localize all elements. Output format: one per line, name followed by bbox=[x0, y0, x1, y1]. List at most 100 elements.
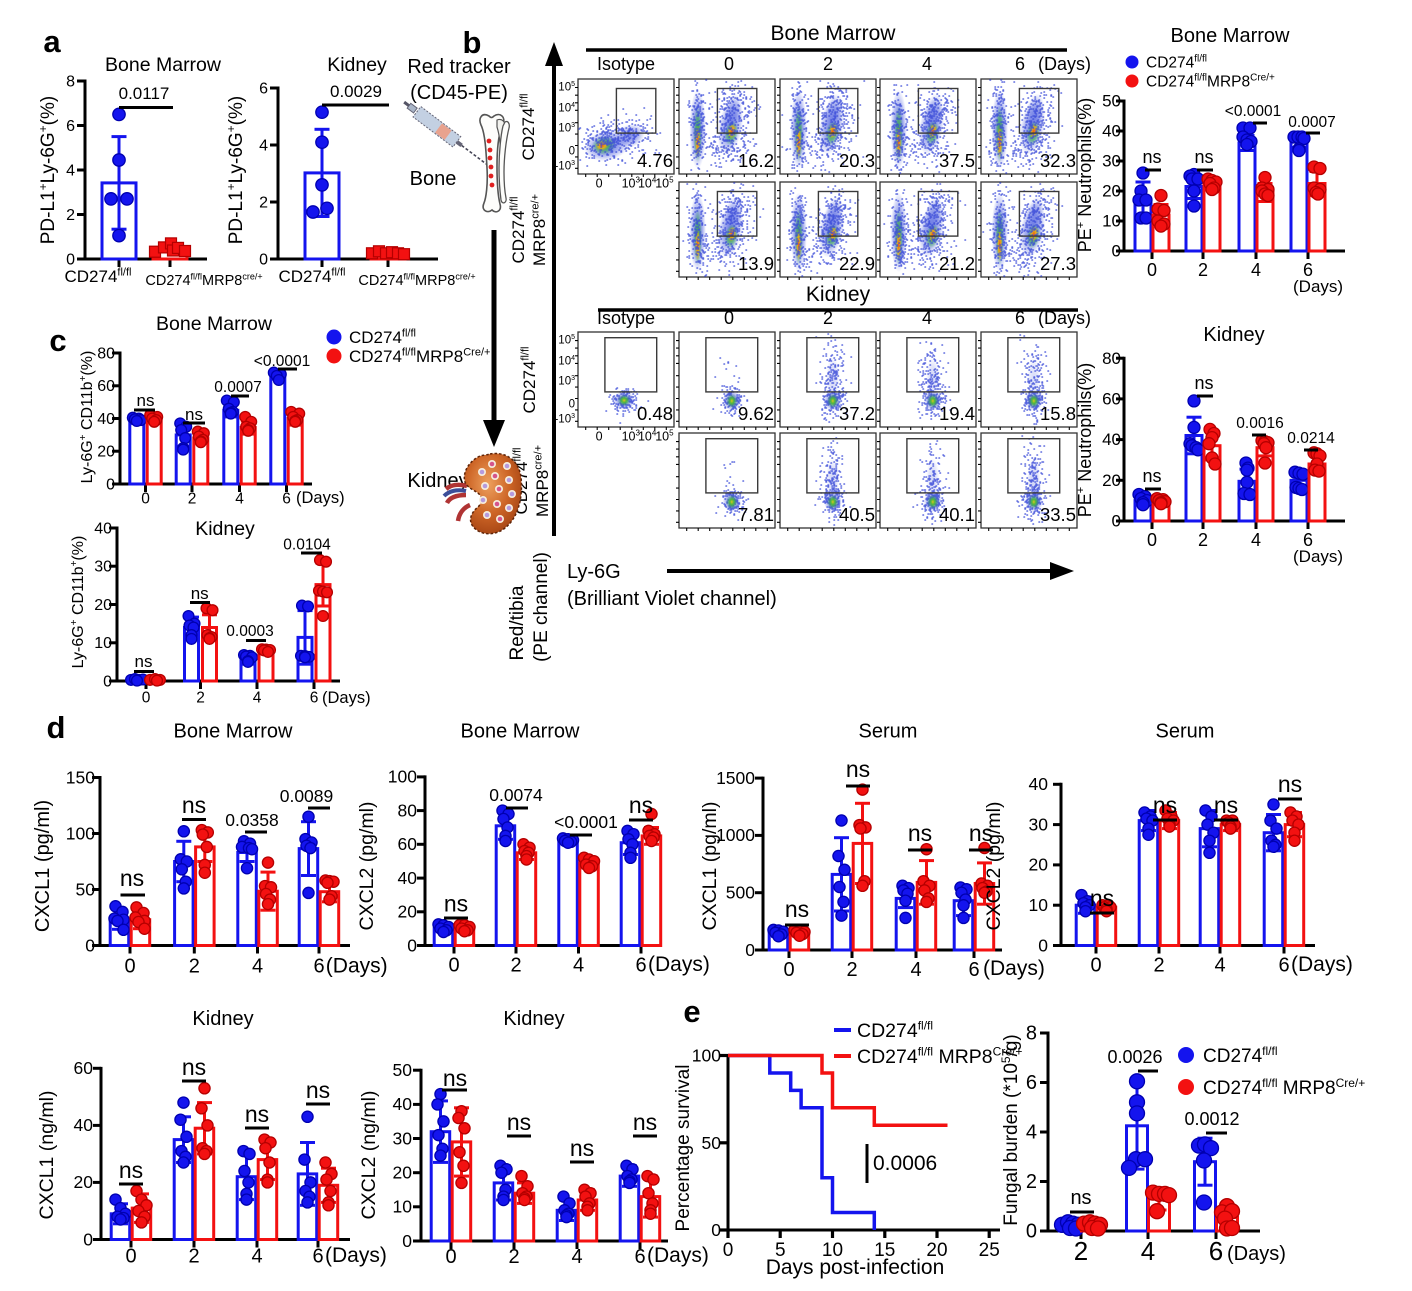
svg-text:ns: ns bbox=[443, 1065, 467, 1091]
svg-text:CXCL2 (ng/ml): CXCL2 (ng/ml) bbox=[358, 1091, 380, 1220]
svg-text:2: 2 bbox=[846, 959, 857, 981]
svg-text:1000: 1000 bbox=[716, 825, 755, 845]
svg-text:4: 4 bbox=[235, 491, 244, 508]
svg-text:9.62: 9.62 bbox=[738, 403, 774, 424]
svg-text:PD-L1+​Ly-6G+​(%): PD-L1+​Ly-6G+​(%) bbox=[36, 96, 59, 245]
svg-text:20: 20 bbox=[393, 1162, 413, 1182]
svg-text:20: 20 bbox=[1102, 182, 1121, 201]
svg-text:(Days): (Days) bbox=[322, 689, 371, 707]
svg-text:0: 0 bbox=[783, 959, 794, 981]
svg-text:100: 100 bbox=[388, 767, 417, 787]
svg-text:ns: ns bbox=[135, 652, 153, 671]
svg-text:Kidney: Kidney bbox=[503, 1008, 564, 1030]
svg-text:0: 0 bbox=[724, 308, 734, 328]
svg-text:50: 50 bbox=[702, 1133, 722, 1153]
svg-text:0: 0 bbox=[1112, 512, 1121, 531]
svg-text:6: 6 bbox=[635, 955, 646, 977]
svg-text:(Days): (Days) bbox=[296, 489, 345, 507]
svg-text:15.8: 15.8 bbox=[1040, 403, 1076, 424]
svg-text:ns: ns bbox=[1090, 885, 1114, 911]
svg-text:ns: ns bbox=[182, 792, 206, 818]
svg-text:20.3: 20.3 bbox=[839, 150, 875, 171]
svg-text:20: 20 bbox=[97, 444, 115, 461]
svg-text:50: 50 bbox=[1102, 92, 1121, 111]
svg-text:20: 20 bbox=[94, 597, 112, 614]
svg-text:ns: ns bbox=[633, 1109, 657, 1135]
svg-text:80: 80 bbox=[398, 800, 418, 820]
svg-text:0: 0 bbox=[569, 398, 575, 410]
svg-text:PE+​ Neutrophils(%): PE+​ Neutrophils(%) bbox=[1075, 363, 1095, 518]
svg-text:e: e bbox=[683, 994, 700, 1029]
svg-text:ns: ns bbox=[1142, 466, 1161, 486]
svg-text:60: 60 bbox=[97, 378, 115, 395]
svg-text:Fungal burden (*105​/g): Fungal burden (*105​/g) bbox=[999, 1034, 1022, 1226]
svg-text:Kidney: Kidney bbox=[327, 54, 387, 76]
svg-text:Bone Marrow: Bone Marrow bbox=[105, 54, 222, 76]
svg-text:0: 0 bbox=[596, 177, 603, 191]
svg-text:4: 4 bbox=[1251, 260, 1261, 280]
svg-text:33.5: 33.5 bbox=[1040, 504, 1076, 525]
svg-text:6: 6 bbox=[282, 491, 291, 508]
svg-text:(Days): (Days) bbox=[1227, 1243, 1286, 1265]
svg-text:ns: ns bbox=[1278, 771, 1302, 797]
svg-text:15: 15 bbox=[874, 1240, 895, 1261]
svg-text:0: 0 bbox=[141, 491, 150, 508]
svg-text:5: 5 bbox=[775, 1240, 786, 1261]
svg-text:2: 2 bbox=[196, 690, 205, 707]
svg-text:4: 4 bbox=[571, 1246, 582, 1268]
svg-text:0.0003: 0.0003 bbox=[226, 623, 273, 640]
svg-text:a: a bbox=[43, 24, 61, 59]
svg-text:0.0358: 0.0358 bbox=[225, 810, 279, 830]
svg-text:40.5: 40.5 bbox=[839, 504, 875, 525]
svg-text:104​: 104​ bbox=[558, 102, 575, 114]
svg-text:Red/tibia: Red/tibia bbox=[507, 585, 528, 660]
svg-text:0: 0 bbox=[124, 956, 135, 978]
svg-text:CD274fl/fl​: CD274fl/fl​ bbox=[519, 94, 539, 161]
svg-text:10: 10 bbox=[1029, 895, 1049, 915]
svg-text:6: 6 bbox=[1015, 308, 1025, 328]
svg-text:6: 6 bbox=[1303, 530, 1313, 550]
svg-text:Percentage survival: Percentage survival bbox=[673, 1065, 694, 1232]
svg-text:CD274fl/fl​: CD274fl/fl​ bbox=[1146, 54, 1207, 72]
svg-text:0: 0 bbox=[106, 476, 115, 493]
svg-text:6: 6 bbox=[634, 1246, 645, 1268]
svg-text:Kidney: Kidney bbox=[195, 518, 255, 540]
svg-text:0: 0 bbox=[85, 935, 95, 955]
svg-text:CD274fl/fl​ MRP8Cre/+​: CD274fl/fl​ MRP8Cre/+​ bbox=[1203, 1076, 1365, 1099]
svg-text:0: 0 bbox=[448, 955, 459, 977]
svg-text:40: 40 bbox=[97, 411, 115, 428]
svg-text:2: 2 bbox=[189, 956, 200, 978]
svg-text:105​: 105​ bbox=[558, 81, 575, 93]
svg-text:103​: 103​ bbox=[558, 122, 575, 134]
svg-text:0.0016: 0.0016 bbox=[1236, 415, 1283, 432]
svg-text:30: 30 bbox=[1102, 152, 1121, 171]
svg-text:40: 40 bbox=[393, 1094, 413, 1114]
svg-text:<0.0001: <0.0001 bbox=[254, 353, 310, 370]
svg-text:4: 4 bbox=[251, 1246, 262, 1268]
svg-text:(Days): (Days) bbox=[647, 1244, 709, 1267]
svg-text:100: 100 bbox=[66, 823, 95, 843]
svg-text:4: 4 bbox=[253, 690, 262, 707]
svg-text:2: 2 bbox=[1153, 955, 1164, 977]
svg-text:1500: 1500 bbox=[716, 768, 755, 788]
svg-text:4: 4 bbox=[66, 162, 75, 179]
svg-text:0: 0 bbox=[125, 1246, 136, 1268]
svg-text:10: 10 bbox=[94, 635, 112, 652]
svg-text:0: 0 bbox=[83, 1229, 93, 1249]
svg-text:60: 60 bbox=[74, 1058, 94, 1078]
svg-text:500: 500 bbox=[726, 882, 755, 902]
svg-text:13.9: 13.9 bbox=[738, 253, 774, 274]
svg-text:(CD45-PE): (CD45-PE) bbox=[410, 82, 508, 104]
svg-text:0.0214: 0.0214 bbox=[1287, 430, 1335, 447]
svg-text:0: 0 bbox=[745, 940, 755, 960]
svg-text:Isotype: Isotype bbox=[597, 54, 655, 74]
svg-text:0: 0 bbox=[1112, 242, 1121, 261]
svg-text:(PE channel): (PE channel) bbox=[531, 552, 552, 662]
svg-text:4: 4 bbox=[252, 956, 263, 978]
svg-text:b: b bbox=[463, 25, 482, 60]
svg-text:150: 150 bbox=[66, 767, 95, 787]
svg-text:20: 20 bbox=[74, 1172, 94, 1192]
svg-text:40: 40 bbox=[74, 1115, 94, 1135]
svg-text:6: 6 bbox=[312, 1246, 323, 1268]
svg-text:0.0029: 0.0029 bbox=[330, 82, 382, 101]
